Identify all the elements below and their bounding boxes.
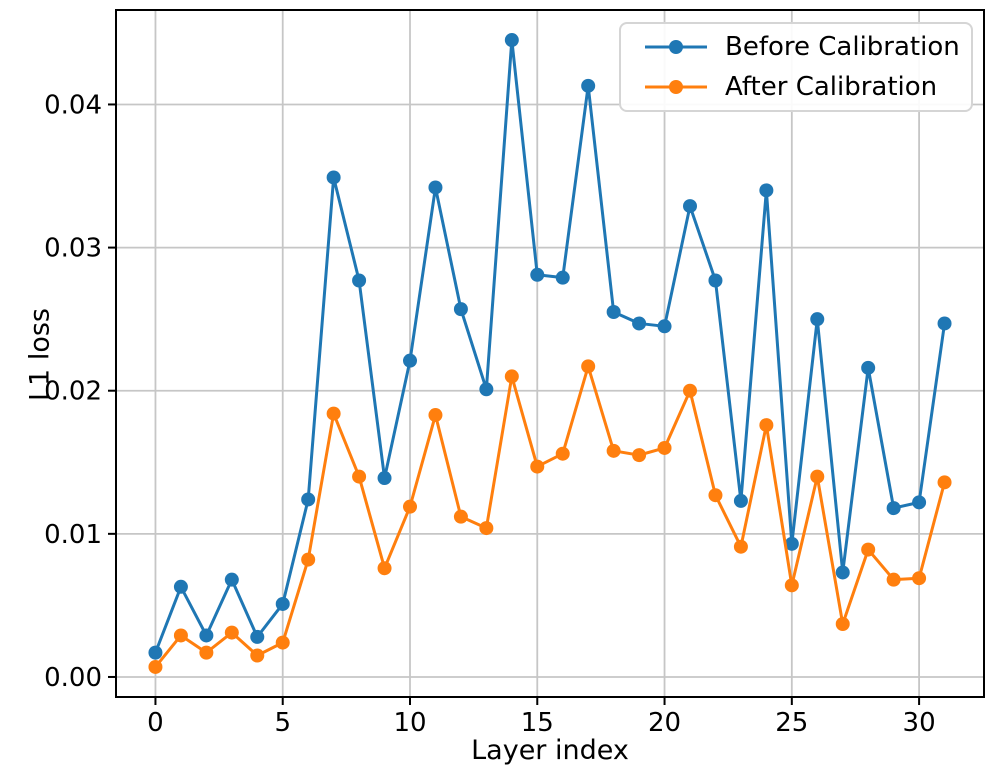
data-point bbox=[912, 571, 927, 586]
data-point bbox=[937, 475, 952, 490]
data-point bbox=[810, 312, 825, 327]
data-point bbox=[453, 302, 468, 317]
y-tick-label: 0.02 bbox=[44, 377, 102, 407]
data-point bbox=[428, 408, 443, 423]
data-point bbox=[224, 572, 239, 587]
data-point bbox=[224, 625, 239, 640]
y-tick-label: 0.03 bbox=[44, 234, 102, 264]
data-point bbox=[504, 33, 519, 48]
legend: Before Calibration After Calibration bbox=[619, 22, 973, 112]
data-point bbox=[250, 629, 265, 644]
data-point bbox=[326, 406, 341, 421]
data-point bbox=[250, 648, 265, 663]
data-point bbox=[835, 617, 850, 632]
x-tick-label: 20 bbox=[648, 708, 681, 738]
data-point bbox=[428, 180, 443, 195]
data-point bbox=[479, 521, 494, 536]
x-tick-label: 5 bbox=[274, 708, 291, 738]
plot-frame bbox=[115, 9, 985, 698]
data-point bbox=[352, 469, 367, 484]
series-line-1 bbox=[154, 364, 946, 668]
ticks-layer: 0 5 10 15 20 25 30 0.00 0.01 0.02 0.03 0.04 bbox=[44, 90, 936, 738]
data-point bbox=[810, 469, 825, 484]
y-tick-label: 0.01 bbox=[44, 520, 102, 550]
data-point bbox=[479, 382, 494, 397]
legend-label-after: After Calibration bbox=[725, 72, 938, 102]
data-point bbox=[683, 383, 697, 398]
data-point bbox=[326, 170, 341, 185]
data-point bbox=[581, 78, 596, 93]
x-tick-label: 30 bbox=[903, 708, 936, 738]
data-point bbox=[530, 459, 545, 474]
x-tick-label: 25 bbox=[775, 708, 808, 738]
data-point bbox=[581, 359, 596, 374]
data-point bbox=[784, 536, 799, 551]
legend-label-before: Before Calibration bbox=[725, 32, 960, 62]
data-point bbox=[173, 579, 188, 594]
x-tick-label: 10 bbox=[393, 708, 426, 738]
data-point bbox=[555, 446, 570, 461]
data-point bbox=[275, 635, 290, 650]
data-point bbox=[937, 316, 952, 331]
data-point bbox=[352, 273, 367, 288]
data-point bbox=[453, 509, 468, 524]
data-point bbox=[759, 183, 774, 198]
data-point bbox=[403, 499, 417, 514]
data-point bbox=[861, 360, 876, 375]
data-point bbox=[199, 628, 214, 643]
data-point bbox=[733, 493, 748, 508]
data-point bbox=[733, 539, 748, 554]
data-point bbox=[504, 369, 519, 384]
data-point bbox=[377, 561, 392, 576]
data-point bbox=[606, 443, 621, 458]
x-tick-label: 0 bbox=[147, 708, 164, 738]
legend-entry-before: Before Calibration bbox=[643, 30, 971, 64]
series-line-0 bbox=[154, 38, 947, 654]
data-point bbox=[657, 319, 672, 334]
data-point bbox=[886, 501, 901, 516]
legend-line-marker-icon-after bbox=[645, 80, 707, 94]
data-point bbox=[708, 488, 723, 503]
grid-layer bbox=[116, 10, 984, 697]
data-point bbox=[148, 645, 163, 660]
spines bbox=[115, 9, 985, 698]
data-point bbox=[530, 267, 545, 282]
legend-line-marker-icon-before bbox=[645, 40, 707, 54]
data-point bbox=[632, 316, 647, 331]
data-point bbox=[861, 542, 876, 557]
data-point bbox=[377, 471, 392, 486]
data-point bbox=[173, 628, 188, 643]
data-point bbox=[301, 552, 316, 567]
series-layer bbox=[148, 33, 952, 674]
x-axis-label: Layer index bbox=[471, 735, 629, 766]
data-point bbox=[199, 645, 214, 660]
y-tick-label: 0.04 bbox=[44, 90, 102, 120]
y-tick-label: 0.00 bbox=[44, 663, 102, 693]
data-point bbox=[555, 270, 570, 285]
data-point bbox=[403, 353, 417, 368]
legend-entry-after: After Calibration bbox=[643, 70, 971, 104]
x-tick-label: 15 bbox=[521, 708, 554, 738]
data-point bbox=[657, 440, 672, 455]
data-point bbox=[301, 492, 316, 507]
data-point bbox=[784, 578, 799, 593]
data-point bbox=[835, 565, 850, 580]
data-point bbox=[912, 495, 927, 510]
data-point bbox=[708, 273, 723, 288]
data-point bbox=[759, 418, 774, 433]
data-point bbox=[886, 572, 901, 587]
data-point bbox=[148, 659, 163, 674]
data-point bbox=[632, 448, 647, 463]
data-point bbox=[275, 596, 290, 611]
data-point bbox=[683, 199, 697, 214]
y-axis-label: L1 loss bbox=[24, 308, 56, 401]
data-point bbox=[606, 304, 621, 319]
